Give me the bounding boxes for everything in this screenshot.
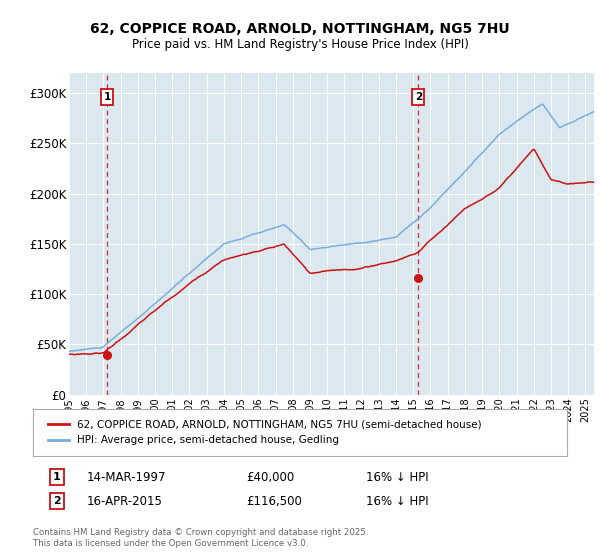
Text: 2: 2 [415, 92, 422, 102]
Text: 1: 1 [103, 92, 110, 102]
Text: 16% ↓ HPI: 16% ↓ HPI [366, 494, 428, 508]
Text: Contains HM Land Registry data © Crown copyright and database right 2025.
This d: Contains HM Land Registry data © Crown c… [33, 528, 368, 548]
Text: Price paid vs. HM Land Registry's House Price Index (HPI): Price paid vs. HM Land Registry's House … [131, 38, 469, 50]
Legend: 62, COPPICE ROAD, ARNOLD, NOTTINGHAM, NG5 7HU (semi-detached house), HPI: Averag: 62, COPPICE ROAD, ARNOLD, NOTTINGHAM, NG… [44, 416, 485, 449]
Text: £116,500: £116,500 [246, 494, 302, 508]
Text: £40,000: £40,000 [246, 470, 294, 484]
Text: 14-MAR-1997: 14-MAR-1997 [87, 470, 167, 484]
Text: 2: 2 [53, 496, 61, 506]
Text: 16% ↓ HPI: 16% ↓ HPI [366, 470, 428, 484]
Text: 62, COPPICE ROAD, ARNOLD, NOTTINGHAM, NG5 7HU: 62, COPPICE ROAD, ARNOLD, NOTTINGHAM, NG… [90, 22, 510, 36]
Text: 1: 1 [53, 472, 61, 482]
Text: 16-APR-2015: 16-APR-2015 [87, 494, 163, 508]
